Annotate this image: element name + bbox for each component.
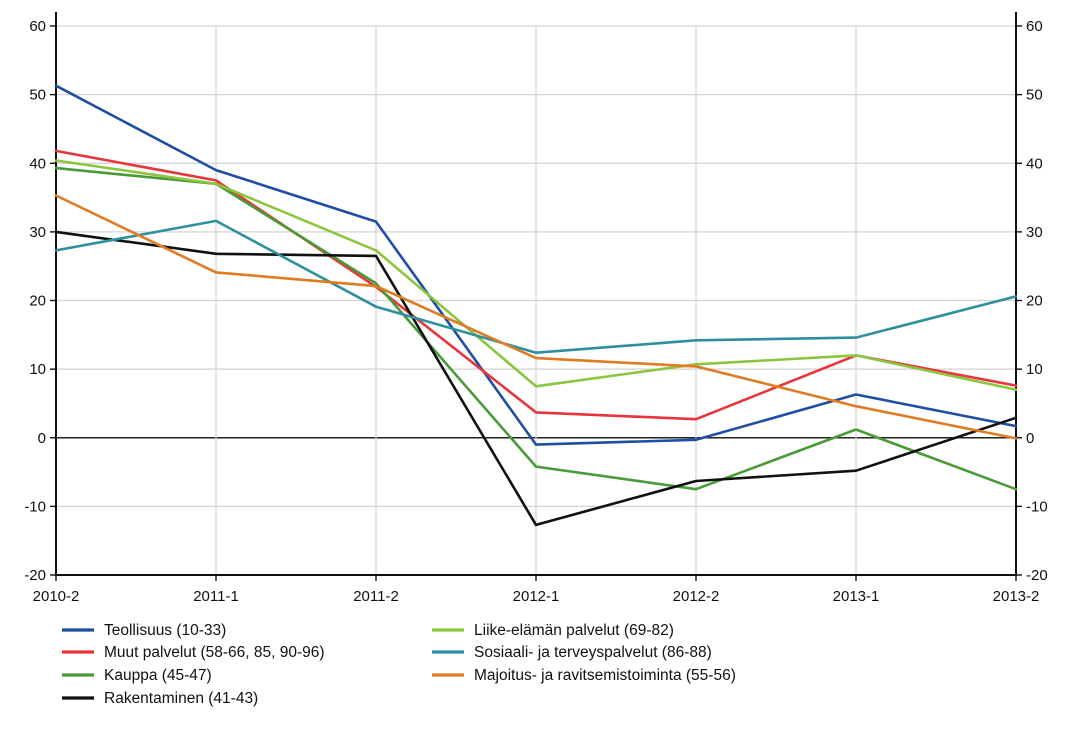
y-tick-label-left: 40 (29, 155, 46, 172)
legend-label: Muut palvelut (58-66, 85, 90-96) (104, 644, 325, 661)
x-tick-label: 2011-1 (193, 588, 239, 605)
y-tick-label-left: 60 (29, 18, 46, 35)
y-tick-label-right: 30 (1026, 224, 1043, 241)
y-tick-label-right: 10 (1026, 361, 1043, 378)
series-line-6 (54, 219, 1018, 355)
y-tick-label-left: 20 (29, 293, 46, 310)
y-tick-label-left: 10 (29, 361, 46, 378)
legend-label: Kauppa (45-47) (104, 667, 212, 684)
y-tick-label-right: 0 (1026, 430, 1034, 447)
y-tick-label-left: 0 (38, 430, 46, 447)
x-tick-label: 2012-1 (513, 588, 560, 605)
legend-label: Rakentaminen (41-43) (104, 690, 258, 707)
series-line-7 (54, 194, 1018, 440)
y-tick-label-right: 60 (1026, 18, 1043, 35)
x-tick-label: 2013-2 (993, 588, 1040, 605)
y-tick-label-right: 20 (1026, 293, 1043, 310)
x-tick-label: 2010-2 (33, 588, 80, 605)
legend-label: Majoitus- ja ravitsemistoiminta (55-56) (474, 667, 736, 684)
series-line-4 (54, 230, 1018, 527)
series-line-5 (54, 159, 1018, 392)
x-tick-label: 2011-2 (353, 588, 399, 605)
y-tick-label-right: 40 (1026, 155, 1043, 172)
legend-label: Liike-elämän palvelut (69-82) (474, 622, 674, 639)
y-tick-label-right: -20 (1026, 567, 1048, 584)
y-tick-label-left: 50 (29, 87, 46, 104)
y-tick-label-left: -20 (24, 567, 46, 584)
y-tick-label-right: -10 (1026, 498, 1048, 515)
x-tick-label: 2013-1 (833, 588, 880, 605)
series-line-1 (54, 84, 1018, 446)
y-tick-label-left: -10 (24, 498, 46, 515)
x-tick-label: 2012-2 (673, 588, 720, 605)
legend-label: Sosiaali- ja terveyspalvelut (86-88) (474, 644, 712, 661)
legend-label: Teollisuus (10-33) (104, 622, 226, 639)
y-tick-label-right: 50 (1026, 87, 1043, 104)
y-tick-label-left: 30 (29, 224, 46, 241)
